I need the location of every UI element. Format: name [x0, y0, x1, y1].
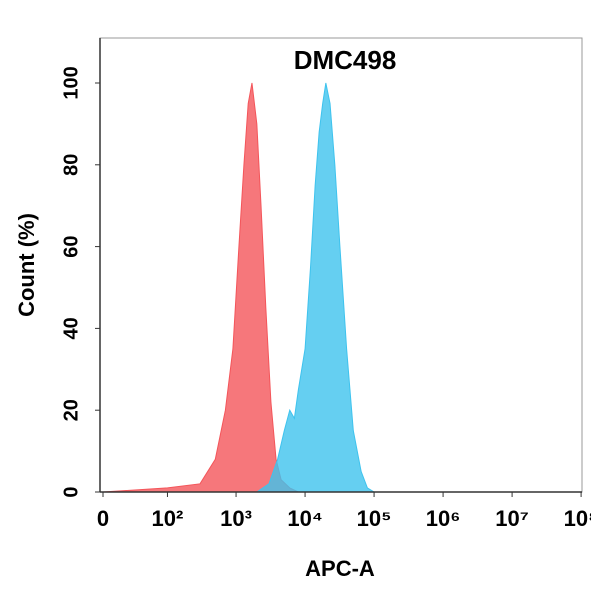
x-tick-label: 10⁶ — [426, 506, 461, 531]
y-tick-label: 100 — [60, 66, 82, 99]
y-axis-label: Count (%) — [14, 213, 39, 317]
y-tick-label: 40 — [60, 317, 82, 339]
histogram-area — [102, 82, 299, 493]
x-tick-label: 10³ — [220, 506, 252, 531]
x-tick-label: 10⁴ — [287, 506, 322, 531]
y-tick-label: 20 — [60, 399, 82, 421]
x-tick-label: 0 — [97, 506, 109, 531]
x-axis-label: APC-A — [305, 556, 375, 581]
chart-title: DMC498 — [294, 45, 397, 75]
plot-area — [102, 82, 376, 493]
histogram-area — [255, 82, 376, 493]
x-tick-label: 10⁸ — [564, 506, 591, 531]
y-tick-label: 60 — [60, 235, 82, 257]
x-tick-label: 10² — [152, 506, 184, 531]
y-tick-label: 0 — [60, 486, 82, 497]
x-tick-label: 10⁵ — [357, 506, 392, 531]
x-tick-label: 10⁷ — [495, 506, 529, 531]
y-tick-label: 80 — [60, 154, 82, 176]
